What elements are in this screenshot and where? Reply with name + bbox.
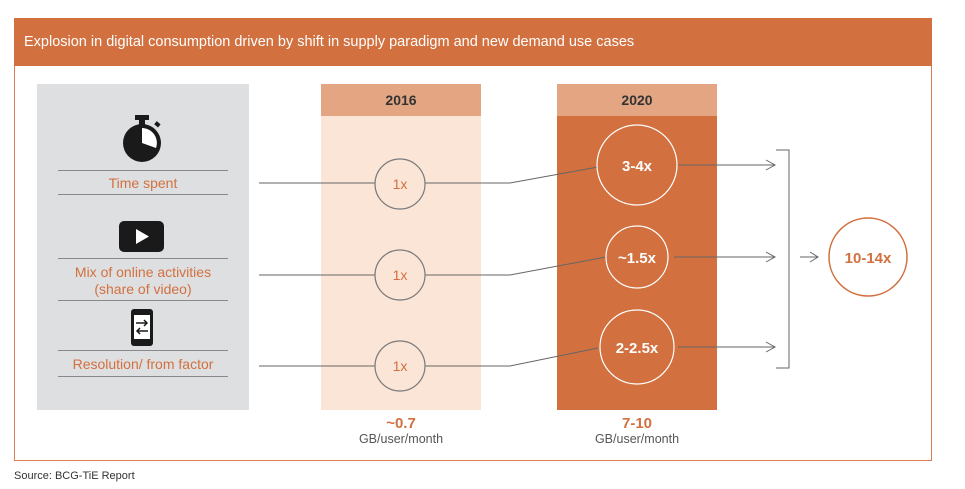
divider <box>58 376 228 377</box>
divider <box>58 300 228 301</box>
diagram-title: Explosion in digital consumption driven … <box>14 18 932 66</box>
svg-text:~1.5x: ~1.5x <box>618 250 657 267</box>
column-2020-header: 2020 <box>557 84 717 116</box>
total-2016: ~0.7 GB/user/month <box>321 415 481 447</box>
total-2020-value: 7-10 <box>621 415 653 432</box>
column-2016-header: 2016 <box>321 84 481 116</box>
column-2016: 2016 <box>321 84 481 410</box>
divider <box>58 194 228 195</box>
total-2020: 7-10 GB/user/month <box>557 415 717 447</box>
total-2016-value: ~0.7 <box>386 415 416 432</box>
value-2016-mix: 1x <box>374 249 426 301</box>
connector-lines <box>259 149 819 369</box>
svg-text:10-14x: 10-14x <box>845 250 892 267</box>
total-2016-unit: GB/user/month <box>358 432 444 446</box>
row-label-mix-line2: (share of video) <box>94 281 192 297</box>
source-note: Source: BCG-TiE Report <box>14 470 135 482</box>
svg-text:1x: 1x <box>393 267 408 283</box>
svg-text:2-2.5x: 2-2.5x <box>616 340 659 357</box>
total-2020-unit: GB/user/month <box>594 432 680 446</box>
value-2016-time: 1x <box>374 158 426 210</box>
value-2020-mix: ~1.5x <box>605 225 669 289</box>
row-label-mix-line1: Mix of online activities <box>74 264 212 280</box>
svg-text:1x: 1x <box>393 176 408 192</box>
divider <box>58 350 228 351</box>
divider <box>58 170 228 171</box>
result-circle: 10-14x <box>828 217 908 297</box>
svg-text:3-4x: 3-4x <box>622 158 653 175</box>
column-2020: 2020 <box>557 84 717 410</box>
svg-text:1x: 1x <box>393 358 408 374</box>
value-2016-resolution: 1x <box>374 340 426 392</box>
value-2020-time: 3-4x <box>596 124 678 206</box>
row-label-resolution: Resolution/ from factor <box>72 356 214 372</box>
divider <box>58 258 228 259</box>
row-label-time-spent: Time spent <box>108 175 178 191</box>
value-2020-resolution: 2-2.5x <box>599 309 675 385</box>
